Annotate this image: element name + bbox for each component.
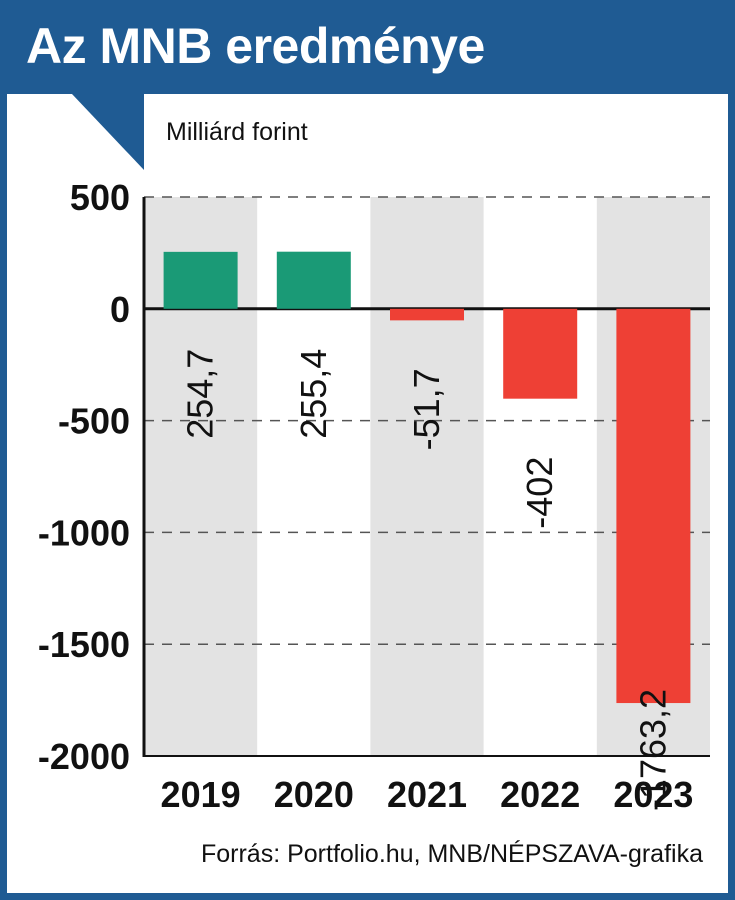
axes xyxy=(142,197,710,757)
title-corner-tab xyxy=(72,94,144,170)
value-label-2023: -1763,2 xyxy=(632,689,673,811)
bar-2020 xyxy=(276,251,351,309)
bars xyxy=(163,251,691,704)
x-tick-label-2022: 2022 xyxy=(500,774,580,815)
band-2021 xyxy=(370,197,484,756)
value-label-2020: 255,4 xyxy=(293,349,334,439)
bar-2019 xyxy=(163,251,238,309)
y-tick-label: -500 xyxy=(58,401,130,442)
value-label-2022: -402 xyxy=(519,457,560,529)
bar-2023 xyxy=(616,308,691,704)
y-tick-label: -1000 xyxy=(38,512,130,553)
value-label-2021: -51,7 xyxy=(406,368,447,450)
x-tick-label-2021: 2021 xyxy=(387,774,467,815)
y-tick-label: 500 xyxy=(70,177,130,218)
y-tick-label: 0 xyxy=(110,289,130,330)
labels: 500 0 -500 -1000 -1500 -2000 254,7 2019 255,4 202… xyxy=(38,177,694,815)
y-tick-label: -2000 xyxy=(38,736,130,777)
chart-title: Az MNB eredménye xyxy=(26,18,485,74)
x-tick-label-2019: 2019 xyxy=(161,774,241,815)
bar-2021 xyxy=(390,308,464,321)
value-label-2019: 254,7 xyxy=(180,349,221,439)
unit-label: Milliárd forint xyxy=(166,118,308,146)
x-tick-label-2020: 2020 xyxy=(274,774,354,815)
title-band: Az MNB eredménye xyxy=(0,0,735,94)
x-tick-label-2023: 2023 xyxy=(613,774,693,815)
bar-2022 xyxy=(503,308,578,399)
source-note: Forrás: Portfolio.hu, MNB/NÉPSZAVA-grafi… xyxy=(200,840,703,868)
y-tick-label: -1500 xyxy=(38,624,130,665)
